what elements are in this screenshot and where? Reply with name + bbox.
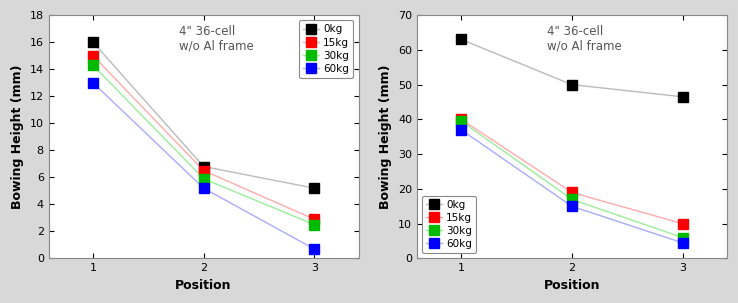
Legend: 0kg, 15kg, 30kg, 60kg: 0kg, 15kg, 30kg, 60kg [422,195,476,253]
Text: 4" 36-cell
w/o Al frame: 4" 36-cell w/o Al frame [179,25,254,53]
X-axis label: Position: Position [176,279,232,292]
Y-axis label: Bowing Height (mm): Bowing Height (mm) [11,65,24,209]
Y-axis label: Bowing Height (mm): Bowing Height (mm) [379,65,393,209]
Legend: 0kg, 15kg, 30kg, 60kg: 0kg, 15kg, 30kg, 60kg [299,20,354,78]
Text: 4" 36-cell
w/o Al frame: 4" 36-cell w/o Al frame [547,25,622,53]
X-axis label: Position: Position [544,279,600,292]
